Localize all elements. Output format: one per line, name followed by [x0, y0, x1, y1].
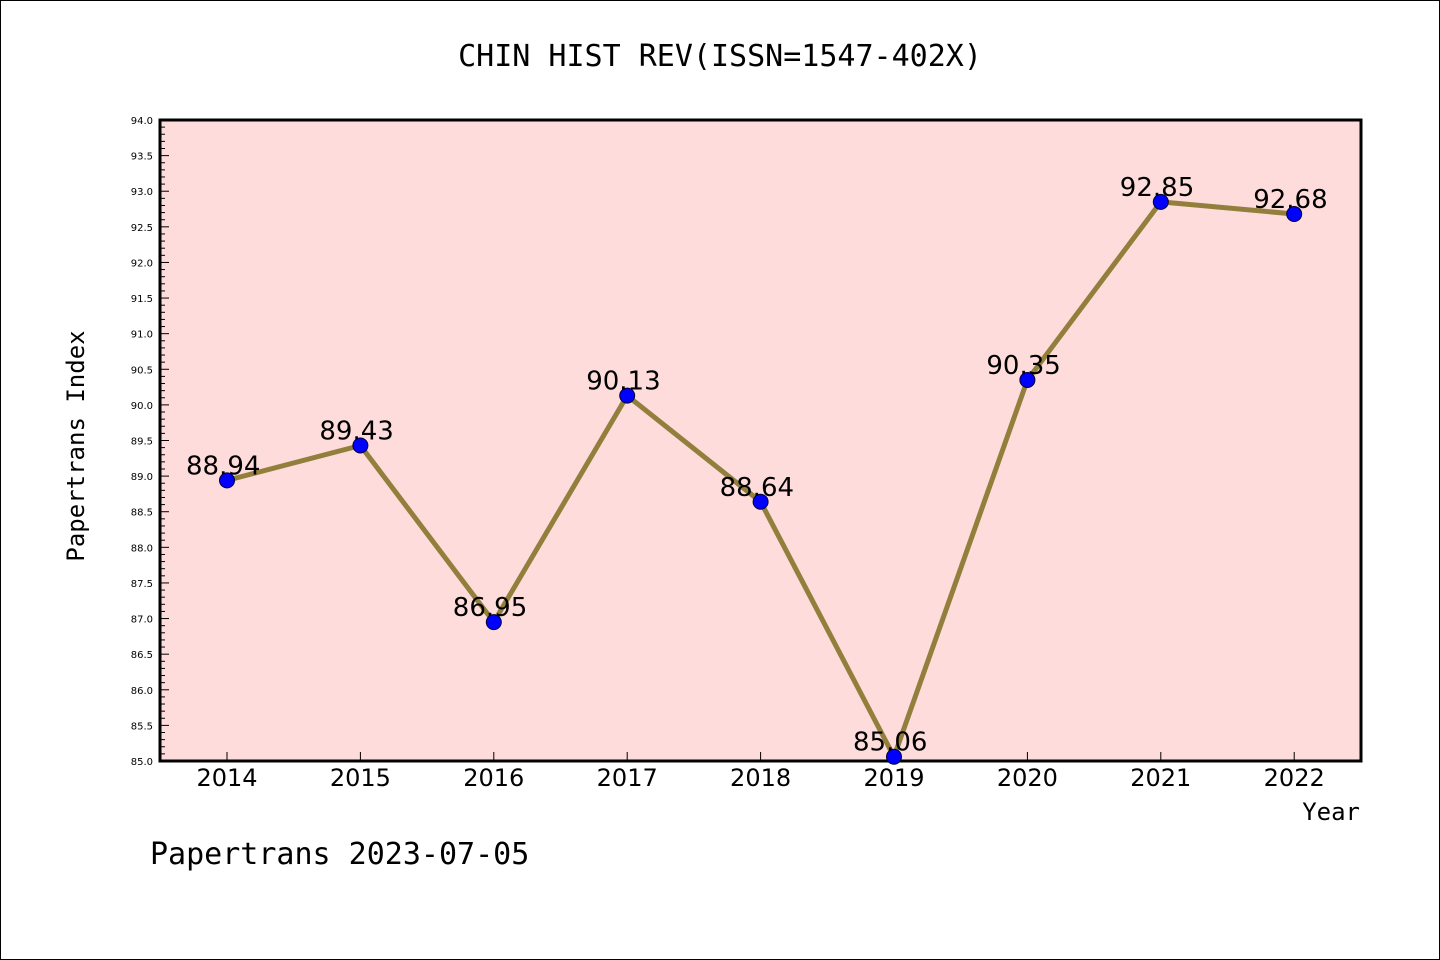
y-tick-label: 92.0 — [131, 258, 153, 269]
x-tick-label: 2022 — [1264, 764, 1325, 792]
x-tick-label: 2020 — [997, 764, 1058, 792]
data-point — [1019, 371, 1036, 388]
y-tick-label: 86.0 — [131, 686, 153, 697]
data-label: 90.35 — [986, 351, 1060, 381]
y-tick-label: 88.5 — [131, 508, 153, 519]
y-tick-label: 85.0 — [131, 757, 153, 768]
y-tick-label: 85.5 — [131, 721, 153, 732]
x-tick-label: 2014 — [196, 764, 257, 792]
data-label: 90.13 — [586, 367, 660, 397]
data-point — [886, 748, 902, 765]
x-axis: 2014 2015 2016 2017 2018 2019 2020 2021 2022 — [196, 752, 1325, 792]
y-tick-label: 93.0 — [131, 187, 153, 198]
x-tick-label: 2015 — [330, 764, 391, 792]
data-label: 88.94 — [186, 451, 260, 481]
data-point — [752, 493, 769, 510]
data-point — [352, 437, 369, 454]
x-tick-label: 2017 — [597, 764, 658, 792]
data-point — [1286, 206, 1303, 223]
data-label: 89.43 — [319, 416, 393, 446]
data-label: 88.64 — [720, 473, 794, 503]
y-tick-label: 90.0 — [131, 401, 153, 412]
y-tick-label: 90.5 — [131, 365, 153, 376]
y-tick-label: 92.5 — [131, 223, 153, 234]
data-labels: 88.94 89.43 86.95 90.13 88.64 85.06 90.35 92.85… — [186, 173, 1328, 758]
data-point — [219, 472, 235, 489]
chart-title: CHIN HIST REV(ISSN=1547-402X) — [458, 39, 982, 74]
y-tick-label: 87.5 — [131, 579, 153, 590]
y-tick-label: 94.0 — [131, 116, 153, 127]
footer-text: Papertrans 2023-07-05 — [150, 837, 529, 872]
y-tick-label: 93.5 — [131, 152, 153, 163]
data-point — [1152, 193, 1169, 210]
x-tick-label: 2019 — [863, 764, 924, 792]
y-tick-label: 87.0 — [131, 615, 153, 626]
y-tick-label: 89.5 — [131, 437, 153, 448]
series-markers — [219, 193, 1303, 765]
y-tick-label: 88.0 — [131, 543, 153, 554]
y-tick-label: 86.5 — [131, 650, 153, 661]
y-tick-label: 89.0 — [131, 472, 153, 483]
data-label: 85.06 — [853, 728, 927, 758]
data-label: 86.95 — [453, 593, 527, 623]
y-tick-label: 91.5 — [131, 294, 153, 305]
x-tick-label: 2021 — [1130, 764, 1191, 792]
data-label: 92.68 — [1253, 185, 1327, 215]
x-axis-label: Year — [1302, 798, 1360, 826]
data-point — [485, 614, 502, 631]
y-axis: 85.0 85.5 86.0 86.5 87.0 87.5 88.0 88.5 89.0 89.5… — [131, 116, 169, 768]
data-point — [619, 387, 636, 404]
x-tick-label: 2016 — [463, 764, 524, 792]
x-tick-label: 2018 — [730, 764, 791, 792]
data-label: 92.85 — [1120, 173, 1194, 203]
y-tick-label: 91.0 — [131, 330, 153, 341]
y-axis-label: Papertrans Index — [62, 330, 90, 561]
